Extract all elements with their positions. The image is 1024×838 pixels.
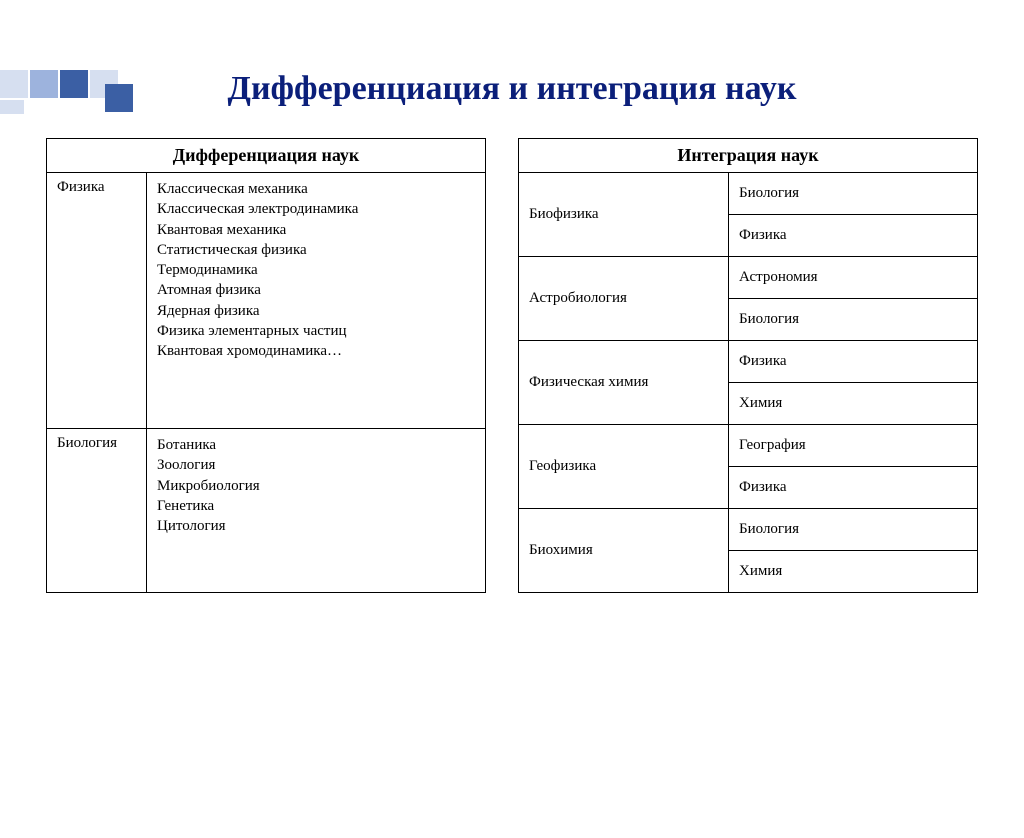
component-science: Биология [729,173,978,215]
subfield-item: Микробиология [157,476,475,496]
table-row: Физическая химияФизика [519,341,978,383]
subfield-item: Квантовая механика [157,220,475,240]
component-science: Биология [729,509,978,551]
subfield-item: Цитология [157,516,475,536]
component-science: Физика [729,467,978,509]
discipline-label: Биология [47,429,147,593]
deco-square [105,84,133,112]
subfield-item: Атомная физика [157,280,475,300]
subfield-item: Термодинамика [157,260,475,280]
deco-square [0,100,24,114]
subfield-item: Генетика [157,496,475,516]
subfield-item: Ядерная физика [157,301,475,321]
integrated-field-label: Биофизика [519,173,729,257]
component-science: Физика [729,215,978,257]
table-row: АстробиологияАстрономия [519,257,978,299]
table-row: БиофизикаБиология [519,173,978,215]
component-science: Физика [729,341,978,383]
integration-table: Интеграция наукБиофизикаБиологияФизикаАс… [518,138,978,593]
table-row: ФизикаКлассическая механикаКлассическая … [47,173,486,429]
page-title: Дифференциация и интеграция наук [0,70,1024,108]
deco-square [60,70,88,98]
component-science: Химия [729,383,978,425]
integrated-field-label: Астробиология [519,257,729,341]
subfield-item: Квантовая хромодинамика… [157,341,475,361]
table-row: ГеофизикаГеография [519,425,978,467]
component-science: Химия [729,551,978,593]
deco-square [30,70,58,98]
subfield-item: Ботаника [157,435,475,455]
subfield-item: Физика элементарных частиц [157,321,475,341]
differentiation-header: Дифференциация наук [47,139,486,173]
tables-container: Дифференциация наукФизикаКлассическая ме… [0,138,1024,593]
table-row: БиологияБотаникаЗоологияМикробиологияГен… [47,429,486,593]
integrated-field-label: Геофизика [519,425,729,509]
discipline-label: Физика [47,173,147,429]
corner-decoration [0,70,140,120]
component-science: Биология [729,299,978,341]
subfield-item: Классическая механика [157,179,475,199]
deco-square [0,70,28,98]
subfields-cell: Классическая механикаКлассическая электр… [147,173,486,429]
component-science: Астрономия [729,257,978,299]
integrated-field-label: Биохимия [519,509,729,593]
subfield-item: Зоология [157,455,475,475]
component-science: География [729,425,978,467]
subfields-cell: БотаникаЗоологияМикробиологияГенетикаЦит… [147,429,486,593]
table-row: БиохимияБиология [519,509,978,551]
integrated-field-label: Физическая химия [519,341,729,425]
subfield-item: Классическая электродинамика [157,199,475,219]
differentiation-table: Дифференциация наукФизикаКлассическая ме… [46,138,486,593]
subfield-item: Статистическая физика [157,240,475,260]
integration-header: Интеграция наук [519,139,978,173]
